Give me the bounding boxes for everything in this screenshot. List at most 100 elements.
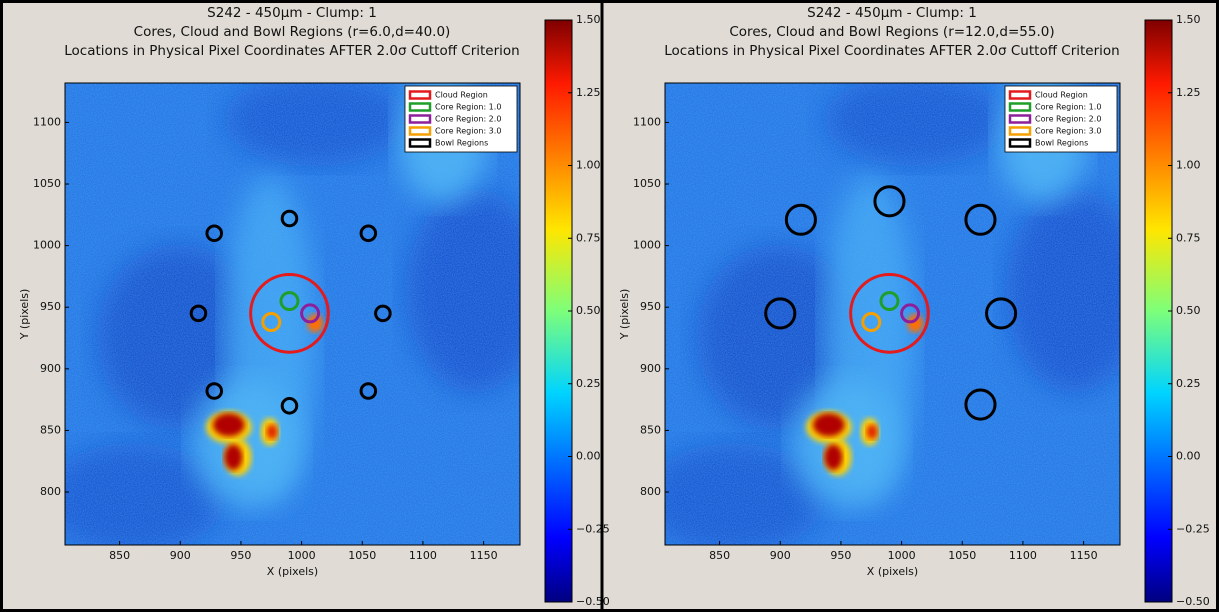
region-circle <box>964 203 997 236</box>
legend-swatch <box>1008 114 1032 124</box>
colorbar-tick-label: 0.25 <box>576 377 601 390</box>
x-axis-label: X (pixels) <box>267 565 318 578</box>
region-circle <box>300 303 321 324</box>
region-circle <box>784 203 817 236</box>
colorbar-tick-label: −0.50 <box>1176 595 1210 608</box>
chart-title: Locations in Physical Pixel Coordinates … <box>64 43 519 59</box>
region-circle <box>261 312 282 333</box>
region-circle <box>861 312 882 333</box>
legend-label: Core Region: 3.0 <box>1035 127 1101 136</box>
colorbar-tick-label: 0.75 <box>576 231 601 244</box>
legend-box <box>1004 85 1118 153</box>
x-tick-label: 1150 <box>1070 549 1098 562</box>
x-tick-label: 1150 <box>470 549 498 562</box>
plot-frame <box>664 82 1121 546</box>
legend-label: Bowl Regions <box>1035 139 1088 148</box>
colorbar-tick-label: 1.50 <box>576 13 601 26</box>
legend-swatch <box>408 90 432 100</box>
y-tick-label: 1000 <box>633 239 661 252</box>
x-tick-label: 900 <box>170 549 191 562</box>
x-tick-label: 1100 <box>409 549 437 562</box>
y-tick-label: 1050 <box>633 177 661 190</box>
colorbar-tick-label: 1.25 <box>1176 86 1201 99</box>
region-circle <box>249 273 330 354</box>
y-tick-label: 1100 <box>33 115 61 128</box>
heatmap-image <box>65 83 520 545</box>
legend-label: Cloud Region <box>435 91 488 100</box>
region-circle <box>280 209 299 228</box>
region-circle <box>985 297 1018 330</box>
chart-title: S242 - 450μm - Clump: 1 <box>207 5 377 21</box>
colorbar-tick-label: −0.25 <box>1176 522 1210 535</box>
x-tick-label: 1050 <box>948 549 976 562</box>
y-axis-label: Y (pixels) <box>618 289 631 341</box>
legend-label: Core Region: 1.0 <box>1035 103 1101 112</box>
y-tick-label: 1100 <box>633 115 661 128</box>
region-circle <box>849 273 930 354</box>
x-tick-label: 950 <box>830 549 851 562</box>
y-tick-label: 900 <box>40 362 61 375</box>
legend-box <box>404 85 518 153</box>
chart-title: S242 - 450μm - Clump: 1 <box>807 5 977 21</box>
region-circle <box>280 397 299 415</box>
region-circle <box>879 291 900 312</box>
region-circle <box>374 304 392 323</box>
y-tick-label: 900 <box>640 362 661 375</box>
x-tick-label: 900 <box>770 549 791 562</box>
region-circle <box>900 303 921 324</box>
legend-swatch <box>408 138 432 148</box>
colorbar-tick-label: 1.00 <box>1176 159 1201 172</box>
legend-swatch <box>408 102 432 112</box>
y-axis-label: Y (pixels) <box>18 289 31 341</box>
colorbar-tick-label: −0.50 <box>576 595 610 608</box>
legend-swatch <box>408 126 432 136</box>
colorbar-tick-label: −0.25 <box>576 522 610 535</box>
legend-label: Core Region: 1.0 <box>435 103 501 112</box>
x-tick-label: 1000 <box>288 549 316 562</box>
legend-label: Cloud Region <box>1035 91 1088 100</box>
colorbar-tick-label: 0.50 <box>1176 304 1201 317</box>
x-tick-label: 850 <box>709 549 730 562</box>
y-tick-label: 1000 <box>33 239 61 252</box>
colorbar-tick-label: 1.50 <box>1176 13 1201 26</box>
legend-label: Core Region: 3.0 <box>435 127 501 136</box>
region-circle <box>359 224 378 243</box>
y-tick-label: 800 <box>40 485 61 498</box>
region-circle <box>873 185 906 218</box>
legend-swatch <box>1008 102 1032 112</box>
chart-title: Locations in Physical Pixel Coordinates … <box>664 43 1119 59</box>
colorbar-tick-label: 1.00 <box>576 159 601 172</box>
image-noise <box>65 83 520 545</box>
region-circle <box>359 382 378 400</box>
legend-swatch <box>408 114 432 124</box>
image-texture <box>824 444 843 471</box>
legend-label: Core Region: 2.0 <box>1035 115 1101 124</box>
colorbar <box>1144 19 1173 603</box>
heatmap-image <box>665 83 1120 545</box>
chart-title: Cores, Cloud and Bowl Regions (r=12.0,d=… <box>729 24 1054 40</box>
y-tick-label: 850 <box>40 423 61 436</box>
legend-label: Core Region: 2.0 <box>435 115 501 124</box>
image-texture <box>266 424 278 440</box>
colorbar-tick-label: 0.00 <box>1176 450 1201 463</box>
x-tick-label: 1050 <box>348 549 376 562</box>
plot-frame <box>64 82 521 546</box>
x-tick-label: 1000 <box>888 549 916 562</box>
legend-swatch <box>1008 126 1032 136</box>
image-texture <box>812 413 845 437</box>
image-texture <box>307 314 324 333</box>
region-circle <box>764 297 797 330</box>
x-tick-label: 1100 <box>1009 549 1037 562</box>
colorbar-tick-label: 0.75 <box>1176 231 1201 244</box>
image-texture <box>224 444 243 471</box>
legend-swatch <box>1008 138 1032 148</box>
panel: S242 - 450μm - Clump: 1 Cores, Cloud and … <box>18 5 610 608</box>
image-texture <box>907 314 924 333</box>
y-tick-label: 850 <box>640 423 661 436</box>
x-tick-label: 850 <box>109 549 130 562</box>
x-axis-label: X (pixels) <box>867 565 918 578</box>
colorbar <box>544 19 573 603</box>
legend-swatch <box>1008 90 1032 100</box>
chart-title: Cores, Cloud and Bowl Regions (r=6.0,d=4… <box>134 24 451 40</box>
